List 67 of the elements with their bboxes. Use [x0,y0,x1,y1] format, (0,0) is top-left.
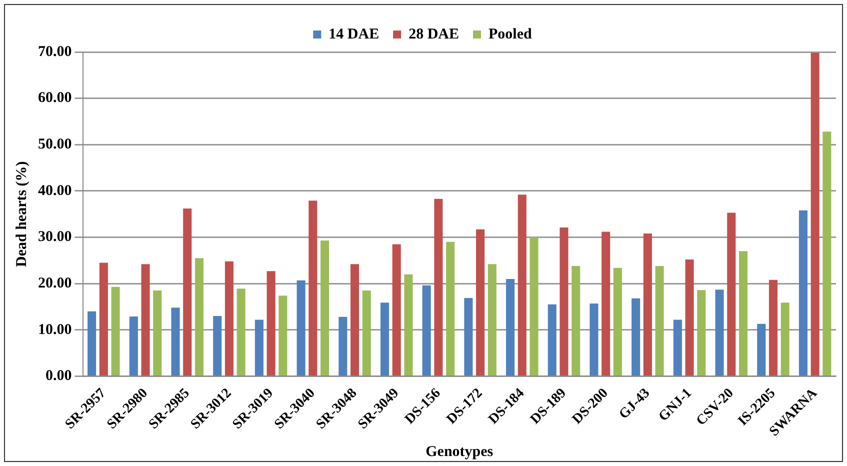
y-tick-label: 0.00 [46,368,72,384]
bar [810,52,820,376]
bar [308,200,318,376]
y-tick-label: 60.00 [38,90,72,106]
bar [697,290,706,376]
bar [780,302,790,376]
bar [518,194,526,376]
x-axis-title: Genotypes [426,444,494,460]
legend-label: Pooled [488,26,532,42]
bar [685,260,694,376]
bar [530,237,538,376]
bar [488,264,496,376]
bar [727,212,736,376]
bar [446,242,455,376]
bar [236,288,246,376]
bar [572,266,580,376]
bar [380,302,390,376]
bar [643,234,652,376]
bar [99,262,108,376]
bar [404,274,413,376]
bar [278,296,288,376]
bar [738,251,748,376]
y-tick-label: 20.00 [38,275,72,292]
bar [768,280,778,376]
bar [822,132,832,376]
bar [111,286,120,376]
y-tick-label: 70.00 [38,44,72,60]
y-tick-label: 10.00 [38,322,72,338]
bar [153,290,162,376]
bar [350,264,360,376]
bar [548,304,556,376]
bar [422,285,431,376]
bar [194,258,204,376]
bar [590,304,598,376]
legend-label: 28 DAE [408,26,460,42]
y-tick-label: 30.00 [38,229,72,246]
bar [171,308,180,376]
bar [338,316,348,376]
bar [715,290,724,376]
bar [434,198,443,376]
bar [213,316,222,376]
bar [320,240,330,376]
bar [798,210,808,376]
bar [757,324,766,376]
bar [392,244,401,376]
y-tick-label: 40.00 [38,182,72,199]
y-axis-title: Dead hearts (%) [14,161,30,268]
bar [129,316,138,376]
bar [224,261,234,376]
bar [560,228,568,376]
bar [88,311,96,376]
bar [254,320,264,376]
bar [266,271,276,376]
bar [655,266,664,376]
bar [613,268,622,376]
bar [506,278,515,376]
bar [476,229,485,376]
bar [183,208,192,376]
bar [673,320,682,376]
bar [602,232,610,376]
bar [141,264,150,376]
bar [464,298,473,376]
bar [362,290,371,376]
legend-label: 14 DAE [328,26,380,42]
bar [296,280,306,376]
y-tick-label: 50.00 [38,136,72,153]
bar [632,298,640,376]
